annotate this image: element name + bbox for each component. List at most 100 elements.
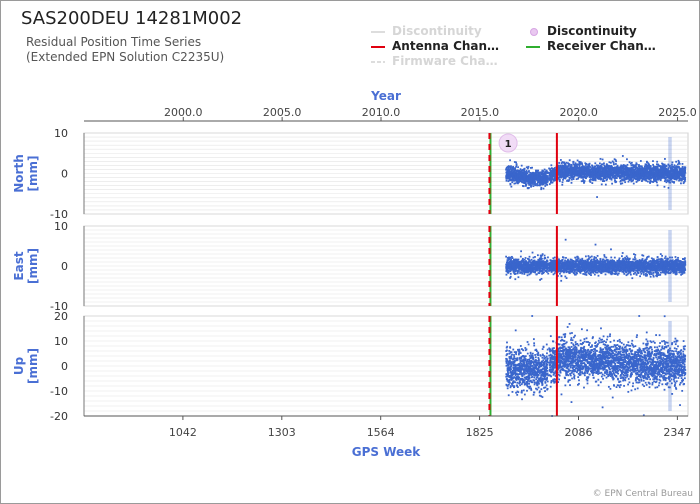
residual-point: [613, 168, 616, 170]
panel-y-tick-label: 0: [61, 260, 68, 273]
residual-point: [560, 162, 563, 165]
residual-point: [507, 259, 509, 262]
residual-point: [612, 161, 615, 164]
residual-point: [622, 167, 625, 170]
residual-point: [652, 181, 655, 183]
residual-point: [593, 178, 596, 181]
residual-point: [580, 261, 583, 264]
residual-point: [681, 166, 684, 168]
residual-point: [519, 255, 522, 258]
residual-point: [524, 180, 527, 183]
residual-point: [563, 174, 566, 176]
residual-point: [675, 160, 678, 163]
residual-point: [528, 183, 531, 186]
residual-point: [677, 162, 680, 165]
residual-point: [587, 163, 589, 166]
residual-point: [524, 269, 527, 272]
residual-point: [536, 260, 538, 263]
top-axis-tick-label: 2010.0: [362, 106, 401, 119]
residual-point: [554, 175, 557, 178]
residual-point: [677, 171, 679, 174]
residual-point: [656, 169, 658, 172]
residual-point: [530, 261, 532, 264]
residual-point: [544, 185, 547, 187]
residual-point: [513, 182, 516, 185]
residual-point: [565, 277, 568, 280]
top-axis-title: Year: [370, 89, 401, 103]
residual-point: [527, 271, 529, 274]
residual-point: [653, 174, 656, 177]
residual-point: [630, 176, 633, 179]
residual-point: [653, 180, 656, 182]
residual-point: [559, 164, 562, 167]
residual-point: [523, 272, 526, 274]
residual-point: [515, 163, 518, 166]
residual-point: [553, 263, 556, 266]
residual-point: [629, 173, 632, 176]
residual-point: [526, 274, 529, 277]
residual-point: [521, 181, 524, 184]
residual-point: [581, 269, 584, 272]
residual-point: [623, 173, 626, 176]
residual-point: [657, 168, 660, 171]
residual-point: [548, 167, 550, 170]
residual-point: [589, 173, 592, 176]
residual-point: [518, 260, 521, 263]
residual-point: [510, 185, 513, 188]
residual-point: [543, 254, 546, 257]
residual-point: [649, 182, 652, 184]
residual-point: [532, 183, 534, 185]
residual-point: [528, 174, 531, 177]
residual-point: [524, 257, 527, 259]
residual-point: [525, 171, 528, 174]
residual-point: [593, 258, 596, 261]
residual-point: [601, 180, 604, 182]
residual-point: [583, 273, 586, 276]
residual-point: [625, 168, 628, 171]
residual-point: [543, 268, 546, 271]
residual-point: [534, 270, 537, 273]
residual-point: [524, 171, 527, 173]
residual-point: [569, 260, 572, 263]
residual-point: [582, 259, 585, 262]
residual-point: [540, 171, 543, 174]
residual-point: [648, 166, 651, 169]
residual-point: [572, 173, 575, 176]
residual-point: [506, 261, 509, 263]
residual-point: [575, 169, 578, 171]
residual-point: [550, 171, 553, 174]
residual-point: [544, 182, 547, 185]
residual-point: [528, 255, 531, 258]
residual-point: [565, 161, 568, 164]
residual-point: [619, 166, 622, 169]
residual-point: [625, 165, 628, 168]
residual-point: [539, 254, 542, 257]
residual-point: [520, 164, 523, 167]
residual-point: [546, 271, 548, 273]
residual-point: [683, 180, 686, 183]
residual-point: [605, 179, 608, 181]
residual-point: [507, 177, 510, 180]
residual-point: [604, 183, 607, 186]
residual-point: [575, 172, 578, 175]
residual-point: [546, 172, 549, 174]
residual-point: [541, 183, 544, 186]
residual-point: [684, 166, 687, 169]
residual-point: [615, 160, 618, 163]
residual-point: [560, 165, 562, 168]
residual-point: [530, 182, 533, 185]
residual-point: [517, 166, 519, 169]
residual-point: [563, 176, 566, 179]
residual-point: [588, 164, 591, 167]
residual-point: [510, 268, 513, 271]
residual-point: [548, 266, 551, 269]
residual-point: [563, 271, 565, 274]
residual-point: [562, 165, 565, 167]
residual-point: [509, 159, 511, 162]
residual-point: [539, 257, 542, 260]
top-axis-tick-label: 2020.0: [559, 106, 598, 119]
residual-point: [537, 184, 540, 187]
residual-point: [563, 161, 566, 164]
residual-point: [587, 255, 590, 257]
residual-point: [619, 179, 622, 182]
